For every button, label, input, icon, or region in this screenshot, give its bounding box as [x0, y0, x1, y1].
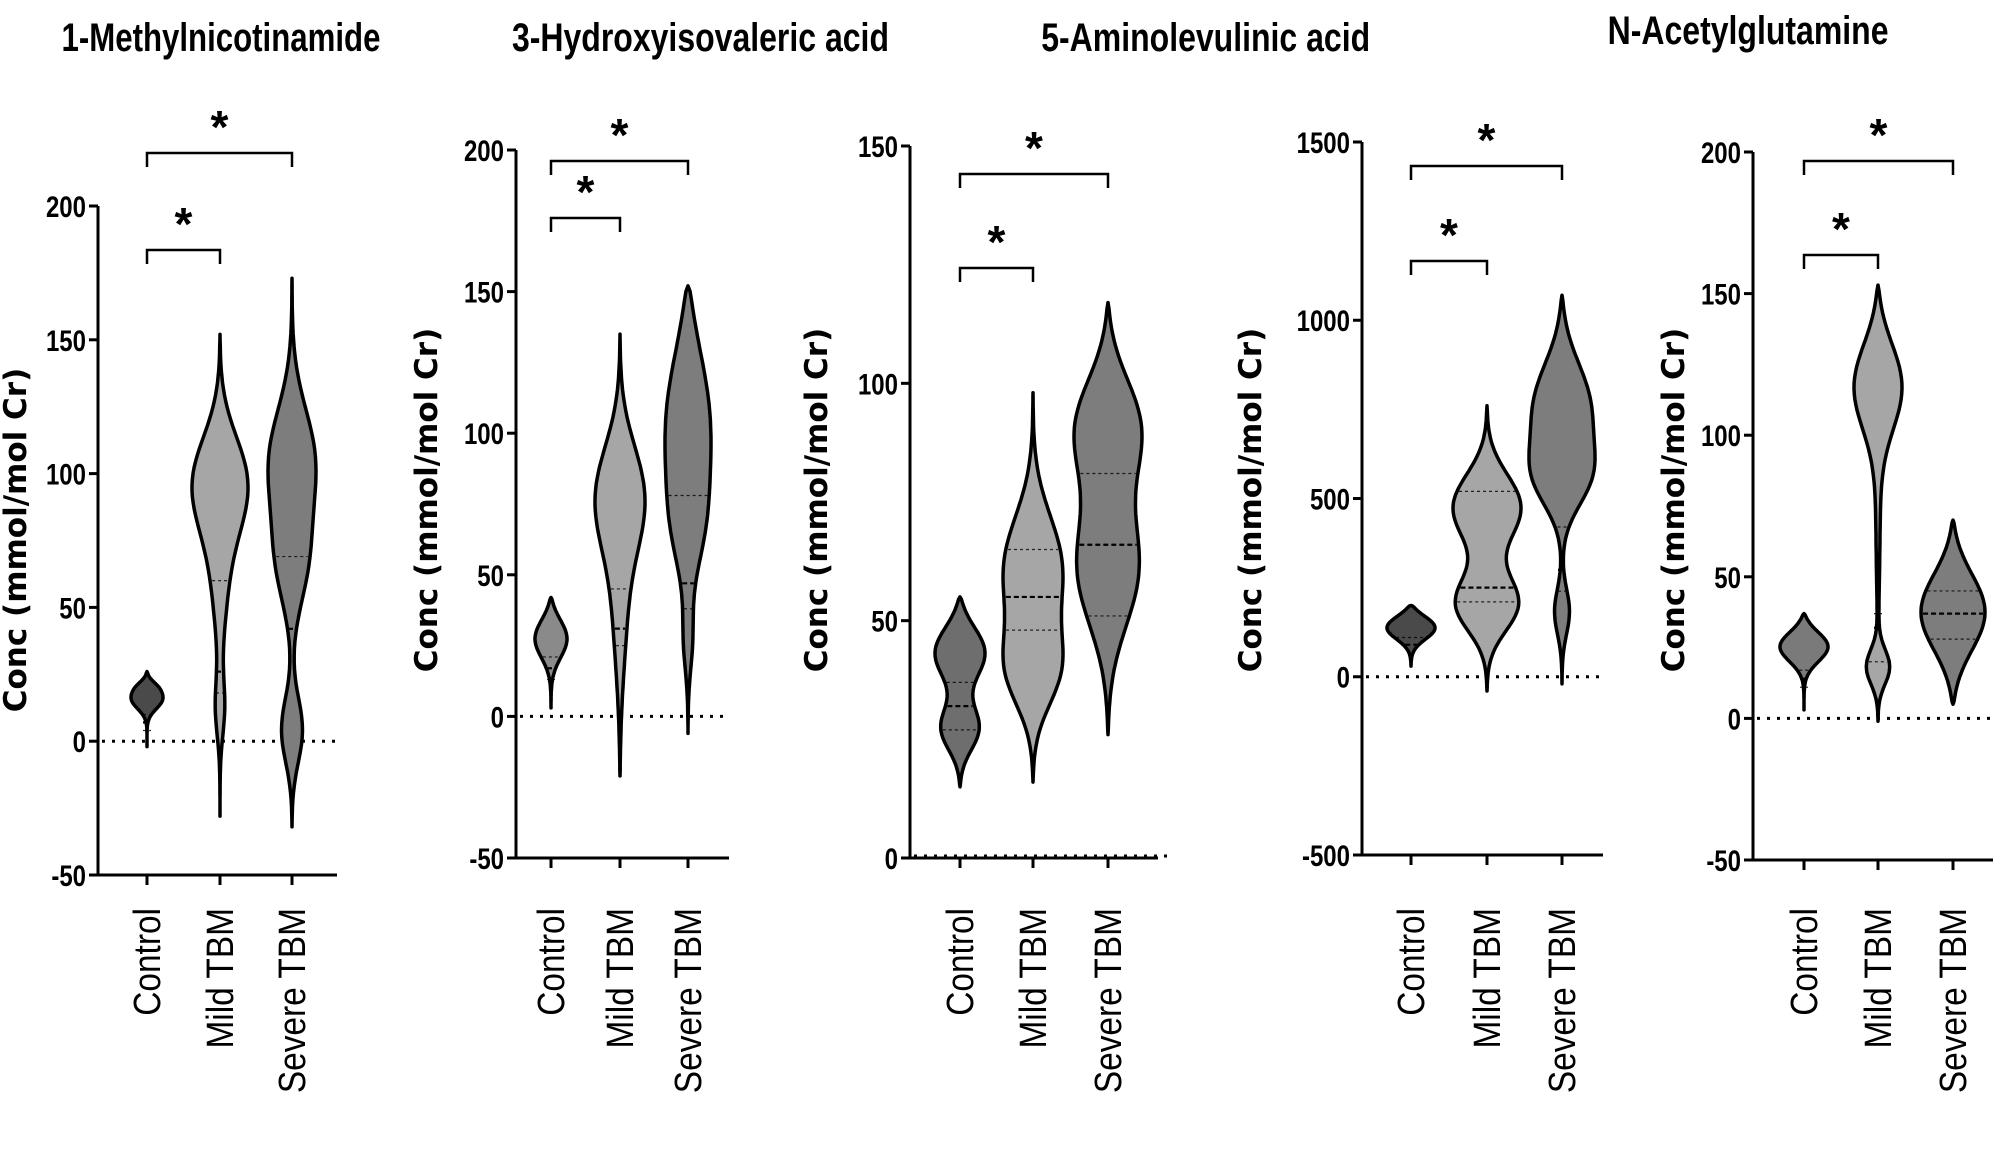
significance-star: *: [1025, 122, 1043, 174]
significance-bracket: [145, 151, 294, 167]
category-label: Control: [126, 908, 168, 1016]
y-tick-label: 50: [1714, 560, 1741, 594]
significance-bracket: [958, 172, 1110, 188]
category-label: Control: [939, 908, 981, 1016]
significance-star: *: [611, 109, 629, 161]
significance-bracket: [1802, 159, 1955, 175]
violin-mild-tbm: [593, 332, 647, 778]
y-tick-label: 0: [885, 841, 898, 875]
y-tick-label: 150: [464, 275, 504, 309]
violin-control: [1385, 603, 1437, 668]
violin-panel-3: 5-Aminolevulinic acid Conc (mmol/mol Cr) 0…: [799, 15, 1370, 1094]
y-tick-label: 150: [858, 129, 898, 163]
y-tick-label: 100: [46, 457, 86, 491]
y-tick-label: 1500: [1297, 125, 1350, 159]
significance-star: *: [1870, 109, 1888, 161]
y-tick-label: -500: [1302, 838, 1350, 872]
significance-bracket: [1802, 253, 1880, 269]
violin-mild-tbm: [1001, 391, 1065, 784]
y-tick-label: 100: [858, 367, 898, 401]
significance-star: *: [1440, 209, 1458, 261]
y-tick-label: 200: [46, 189, 86, 223]
category-label: Mild TBM: [199, 908, 241, 1049]
y-tick-label: 150: [1701, 277, 1741, 311]
category-label: Severe TBM: [1932, 908, 1974, 1093]
y-tick-label: 1000: [1297, 304, 1350, 338]
violin-severe-tbm: [266, 276, 318, 829]
y-tick-label: -50: [1706, 843, 1741, 877]
y-tick-label: 500: [1310, 482, 1350, 516]
y-tick-label: 200: [1701, 135, 1741, 169]
significance-bracket: [549, 216, 622, 232]
violin-control: [533, 595, 569, 710]
significance-bracket: [549, 159, 690, 175]
violin-panel-1: 1-Methylnicotinamide Conc (mmol/mol Cr) -5…: [0, 15, 380, 1093]
significance-star: *: [577, 166, 595, 218]
y-axis-label: Conc (mmol/mol Cr): [0, 368, 34, 713]
violin-mild-tbm: [190, 332, 250, 818]
panel-title: N-Acetylglutamine: [1608, 8, 1889, 53]
panel-title: 3-Hydroxyisovaleric acid: [512, 15, 889, 60]
violin-mild-tbm: [1451, 404, 1523, 693]
category-label: Control: [1390, 908, 1432, 1016]
significance-star: *: [175, 198, 193, 250]
significance-bracket: [958, 266, 1035, 282]
y-axis-label: Conc (mmol/mol Cr): [799, 328, 835, 673]
category-label: Severe TBM: [271, 908, 313, 1093]
y-tick-label: 0: [491, 700, 504, 734]
category-label: Severe TBM: [1087, 908, 1129, 1093]
y-tick-label: 50: [871, 604, 898, 638]
panel-title: 1-Methylnicotinamide: [62, 15, 381, 60]
violin-panel-5: MethanolConc (mmol/mol Cr)-5005010015020…: [1656, 109, 1993, 1093]
significance-bracket: [1409, 259, 1489, 275]
violin-control: [1778, 611, 1830, 712]
category-label: Severe TBM: [1541, 908, 1583, 1093]
y-tick-label: -50: [51, 858, 86, 892]
category-label: Mild TBM: [1857, 908, 1899, 1049]
y-tick-label: 0: [73, 725, 86, 759]
violin-severe-tbm: [1527, 293, 1597, 686]
violin-severe-tbm: [1919, 518, 1987, 706]
significance-star: *: [988, 216, 1006, 268]
y-tick-label: 50: [59, 591, 86, 625]
y-tick-label: 100: [464, 417, 504, 451]
violin-severe-tbm: [663, 284, 713, 736]
significance-star: *: [1478, 114, 1496, 166]
y-tick-label: 150: [46, 323, 86, 357]
y-tick-label: -50: [469, 841, 504, 875]
violin-panel-2: 3-Hydroxyisovaleric acid Conc (mmol/mol C…: [409, 15, 889, 1094]
panel-title: 5-Aminolevulinic acid: [1041, 15, 1370, 60]
significance-bracket: [145, 248, 222, 264]
y-tick-label: 0: [1337, 660, 1350, 694]
y-tick-label: 50: [477, 558, 504, 592]
y-axis-label: Conc (mmol/mol Cr): [1233, 328, 1269, 673]
y-tick-label: 0: [1728, 702, 1741, 736]
y-axis-label: Conc (mmol/mol Cr): [409, 328, 445, 673]
category-label: Severe TBM: [667, 908, 709, 1093]
category-label: Mild TBM: [599, 908, 641, 1049]
y-tick-label: 200: [464, 133, 504, 167]
significance-star: *: [1832, 203, 1850, 255]
violin-control: [933, 595, 987, 789]
category-label: Control: [1783, 908, 1825, 1016]
significance-bracket: [1409, 164, 1564, 180]
violin-mild-tbm: [1852, 283, 1904, 723]
violin-severe-tbm: [1072, 300, 1144, 737]
violin-control: [129, 669, 165, 749]
category-label: Mild TBM: [1466, 908, 1508, 1049]
y-tick-label: 100: [1701, 419, 1741, 453]
significance-star: *: [211, 101, 229, 153]
category-label: Control: [530, 908, 572, 1016]
y-axis-label: Conc (mmol/mol Cr): [1656, 328, 1692, 673]
category-label: Mild TBM: [1012, 908, 1054, 1049]
